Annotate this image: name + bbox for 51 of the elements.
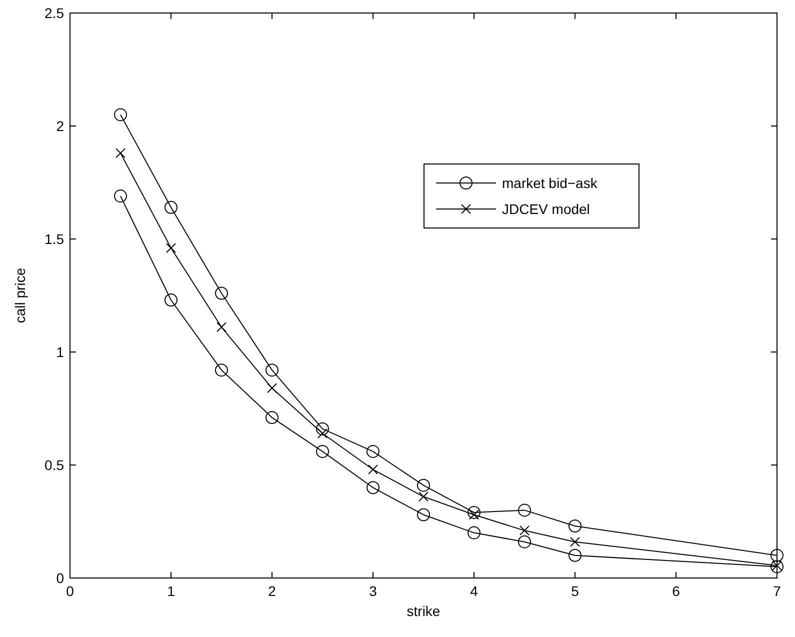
point — [114, 108, 127, 122]
x-tick-label: 0 — [66, 583, 74, 599]
x-tick-label: 2 — [268, 583, 276, 599]
point — [267, 383, 277, 394]
y-tick-label: 1 — [56, 344, 64, 360]
x-tick-label: 4 — [470, 583, 478, 599]
point — [570, 536, 580, 547]
y-tick-label: 0 — [56, 570, 64, 586]
point — [114, 190, 127, 203]
x-tick-label: 3 — [369, 583, 378, 599]
point — [215, 364, 228, 377]
point — [266, 364, 278, 377]
x-tick-label: 5 — [571, 583, 580, 599]
point — [568, 520, 582, 533]
point — [318, 428, 328, 438]
point — [166, 243, 176, 254]
point — [116, 148, 126, 158]
point — [468, 526, 480, 540]
point — [366, 444, 380, 458]
point — [770, 560, 784, 574]
point — [568, 548, 582, 562]
x-tick-label: 7 — [773, 583, 782, 599]
point — [316, 444, 329, 458]
point — [316, 422, 329, 436]
point — [770, 548, 784, 562]
y-tick-label: 2 — [56, 118, 64, 134]
point — [518, 535, 531, 548]
point — [164, 294, 178, 307]
point — [468, 506, 480, 519]
y-axis-title: call price — [12, 268, 28, 324]
y-tick-label: 1.5 — [44, 231, 64, 247]
point — [366, 481, 380, 494]
point — [164, 200, 178, 214]
point — [418, 492, 428, 502]
point — [417, 508, 430, 522]
point — [518, 504, 531, 517]
point — [469, 510, 479, 520]
point — [215, 286, 228, 300]
y-tick-label: 2.5 — [44, 5, 64, 21]
x-tick-label: 1 — [167, 583, 176, 599]
x-axis-title: strike — [406, 603, 440, 619]
x-tick-label: 6 — [672, 583, 680, 599]
point — [266, 411, 278, 424]
legend-label: JDCEV model — [502, 201, 590, 217]
point — [368, 464, 378, 475]
y-tick-label: 0.5 — [44, 457, 64, 473]
point — [417, 478, 430, 492]
point — [216, 322, 226, 332]
point — [520, 526, 530, 536]
point — [772, 560, 782, 571]
legend-label: market bid−ask — [502, 175, 598, 191]
